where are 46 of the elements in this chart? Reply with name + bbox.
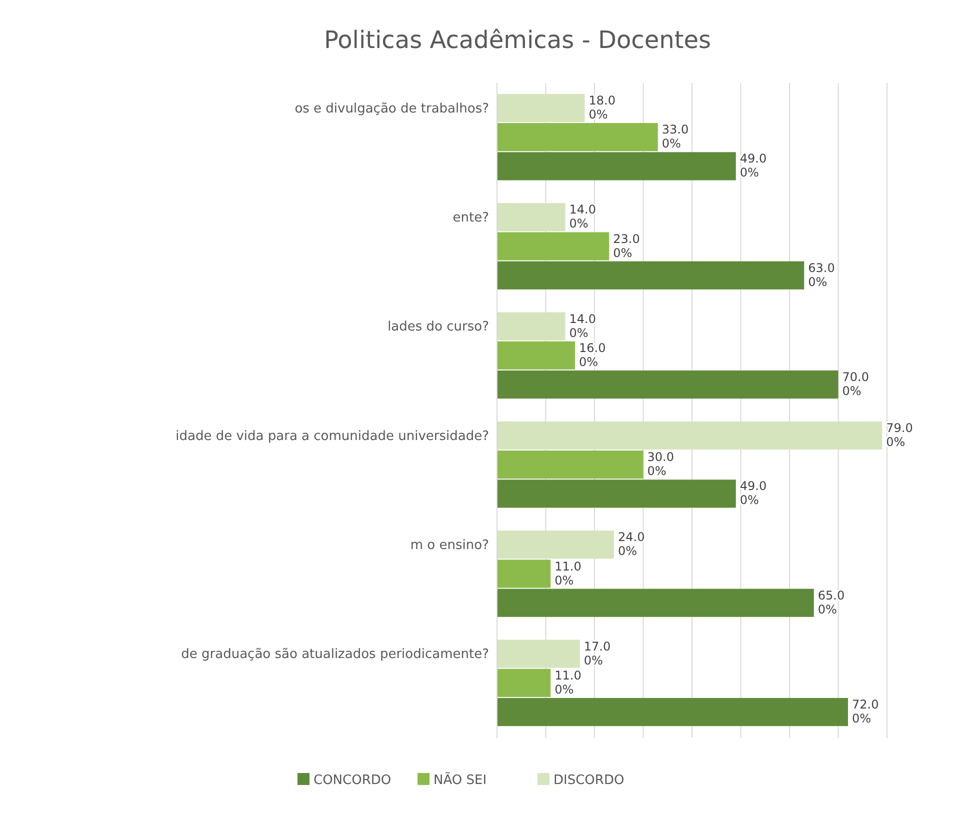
data-label: 14.0 0% [569,312,596,340]
bar [497,152,736,180]
data-label: 14.0 0% [569,202,596,231]
bar [497,640,580,668]
bar [497,123,658,152]
bar [497,480,736,508]
bar [497,698,848,726]
chart-title: Politicas Acadêmicas - Docentes [324,26,712,54]
legend-label: CONCORDO [314,773,392,788]
bar [497,203,566,232]
y-tick-label: ente? [452,210,489,226]
y-tick-label: lades do curso? [388,320,489,335]
legend-label: NÃO SEI [434,772,487,788]
data-label: 65.0 0% [818,588,845,617]
data-label: 70.0 0% [842,370,869,398]
bar [497,261,804,290]
bar [497,668,551,697]
bar [497,421,882,450]
legend-label: DISCORDO [554,773,624,788]
bar [497,94,585,122]
data-label: 49.0 0% [740,479,767,508]
data-label: 72.0 0% [852,698,879,726]
bar [497,370,838,399]
y-tick-label: m o ensino? [410,538,489,553]
data-label: 24.0 0% [618,530,645,558]
bar [497,341,575,370]
y-tick-label: os e divulgação de trabalhos? [294,101,489,116]
data-label: 63.0 0% [808,261,835,290]
data-label: 16.0 0% [579,341,606,370]
data-label: 18.0 0% [588,94,616,122]
data-label: 17.0 0% [584,640,611,668]
bar [497,560,551,588]
data-label: 33.0 0% [662,122,689,151]
bar [497,450,644,479]
data-label: 11.0 0% [554,560,582,588]
y-tick-label: idade de vida para a comunidade universidade? [176,428,489,444]
data-label: 11.0 0% [554,668,582,697]
y-tick-label: de graduação são atualizados periodicamente? [181,647,489,662]
bar [497,232,610,260]
data-label: 49.0 0% [740,152,767,180]
data-label: 30.0 0% [647,450,674,478]
bar [497,530,614,559]
data-label: 23.0 0% [613,232,640,260]
bar [497,312,566,340]
bar [497,588,814,617]
data-label: 79.0 0% [886,421,913,450]
